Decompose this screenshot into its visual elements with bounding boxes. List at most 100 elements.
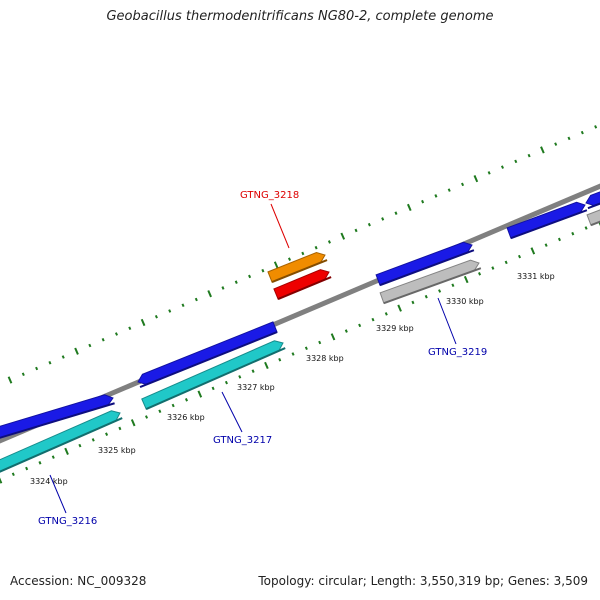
cds-blue-arrow-shade (0, 402, 115, 439)
cds-cyan-arrow-shade (0, 417, 123, 473)
inner-tick (344, 329, 348, 333)
inner-tick (38, 461, 42, 465)
outer-tick (234, 280, 238, 284)
outer-tick (340, 232, 346, 240)
outer-tick (221, 286, 225, 290)
inner-tick (78, 443, 82, 448)
outer-tick (194, 297, 198, 302)
inner-tick (184, 398, 189, 402)
outer-tick (527, 153, 531, 158)
cds-red-arrow-shade (277, 276, 332, 301)
inner-tick (304, 346, 308, 351)
outer-tick (354, 228, 358, 233)
inner-tick (491, 266, 495, 270)
cds-red-arrow (273, 269, 330, 300)
inner-tick (211, 386, 215, 391)
outer-tick (461, 182, 465, 187)
inner-tick (451, 283, 455, 288)
inner-tick (0, 477, 3, 484)
inner-tick (64, 447, 69, 455)
outer-tick (114, 332, 118, 336)
outer-tick (154, 314, 158, 319)
label-leaders (49, 203, 457, 514)
inner-tick (291, 352, 295, 356)
cds-cyan-arrow (141, 340, 284, 410)
outer-tick (128, 326, 132, 330)
outer-tick (580, 130, 584, 135)
outer-tick (35, 366, 39, 371)
outer-tick (248, 274, 252, 279)
inner-tick (438, 289, 442, 293)
outer-tick-marks (7, 125, 598, 384)
inner-tick (478, 272, 482, 276)
genome-summary-text: Topology: circular; Length: 3,550,319 bp… (258, 574, 588, 588)
outer-tick (74, 347, 79, 355)
gene-label-gtng-3218[interactable]: GTNG_3218 (240, 190, 299, 201)
tick-label-3330: 3330 kbp (446, 297, 484, 306)
outer-tick (261, 268, 265, 273)
inner-tick (411, 300, 415, 305)
outer-tick (540, 146, 545, 154)
outer-tick (61, 355, 65, 359)
tick-label-3329: 3329 kbp (376, 324, 414, 333)
accession-text: Accession: NC_009328 (10, 574, 147, 588)
outer-tick (473, 175, 479, 183)
gene-labels: GTNG_3216 GTNG_3217 GTNG_3218 GTNG_3219 (38, 190, 487, 527)
inner-tick (224, 380, 228, 385)
outer-tick (273, 261, 279, 269)
gene-label-gtng-3216[interactable]: GTNG_3216 (38, 516, 97, 527)
inner-tick (158, 409, 162, 414)
inner-tick (251, 369, 255, 373)
inner-tick (51, 455, 55, 459)
inner-tick (318, 340, 322, 345)
inner-tick (171, 403, 175, 408)
inner-tick (557, 237, 561, 242)
outer-tick (301, 251, 305, 256)
map-title: Geobacillus thermodenitrificans NG80-2, … (106, 9, 494, 24)
inner-tick (584, 226, 588, 230)
cds-blue-arrow-shade (510, 209, 588, 240)
inner-tick (11, 472, 15, 477)
inner-tick (278, 357, 282, 362)
outer-tick (567, 136, 571, 141)
inner-tick-marks (0, 218, 600, 484)
inner-tick (463, 275, 469, 284)
tick-labels: 3324 kbp 3325 kbp 3326 kbp 3327 kbp 3328 kbp… (30, 272, 555, 486)
cds-grey-arrow-shade (383, 267, 482, 305)
outer-tick (314, 245, 318, 250)
gene-label-gtng-3219[interactable]: GTNG_3219 (428, 347, 487, 358)
outer-tick (394, 211, 398, 215)
outer-tick (21, 372, 25, 377)
inner-tick (130, 419, 136, 427)
cds-blue-arrow (0, 394, 114, 439)
inner-tick (371, 317, 375, 322)
inner-tick (397, 304, 402, 312)
inner-tick (358, 323, 362, 328)
cds-blue-arrow-shade (379, 249, 475, 287)
outer-tick (7, 376, 13, 384)
inner-tick (197, 390, 203, 398)
outer-tick (287, 257, 292, 261)
inner-tick (424, 294, 428, 299)
cds-cyan-arrow-shade (145, 347, 286, 410)
gene-label-gtng-3217[interactable]: GTNG_3217 (213, 435, 272, 446)
outer-tick (101, 337, 105, 342)
outer-tick (367, 222, 371, 227)
inner-tick (517, 254, 522, 259)
leader-gtng-3219 (437, 297, 457, 345)
feature-track (0, 191, 600, 473)
outer-tick (168, 309, 172, 313)
inner-tick (25, 466, 29, 471)
outer-tick (207, 290, 212, 298)
cds-blue-arrow (506, 201, 586, 239)
outer-tick (88, 343, 92, 348)
tick-label-3328: 3328 kbp (306, 354, 344, 363)
cds-grey-arrow (586, 209, 600, 226)
outer-tick (327, 240, 331, 244)
inner-tick (118, 426, 122, 431)
outer-tick (406, 203, 412, 212)
cds-grey-arrow (379, 259, 480, 304)
cds-cyan-arrow (0, 410, 121, 473)
cds-blue-arrow (375, 241, 473, 286)
